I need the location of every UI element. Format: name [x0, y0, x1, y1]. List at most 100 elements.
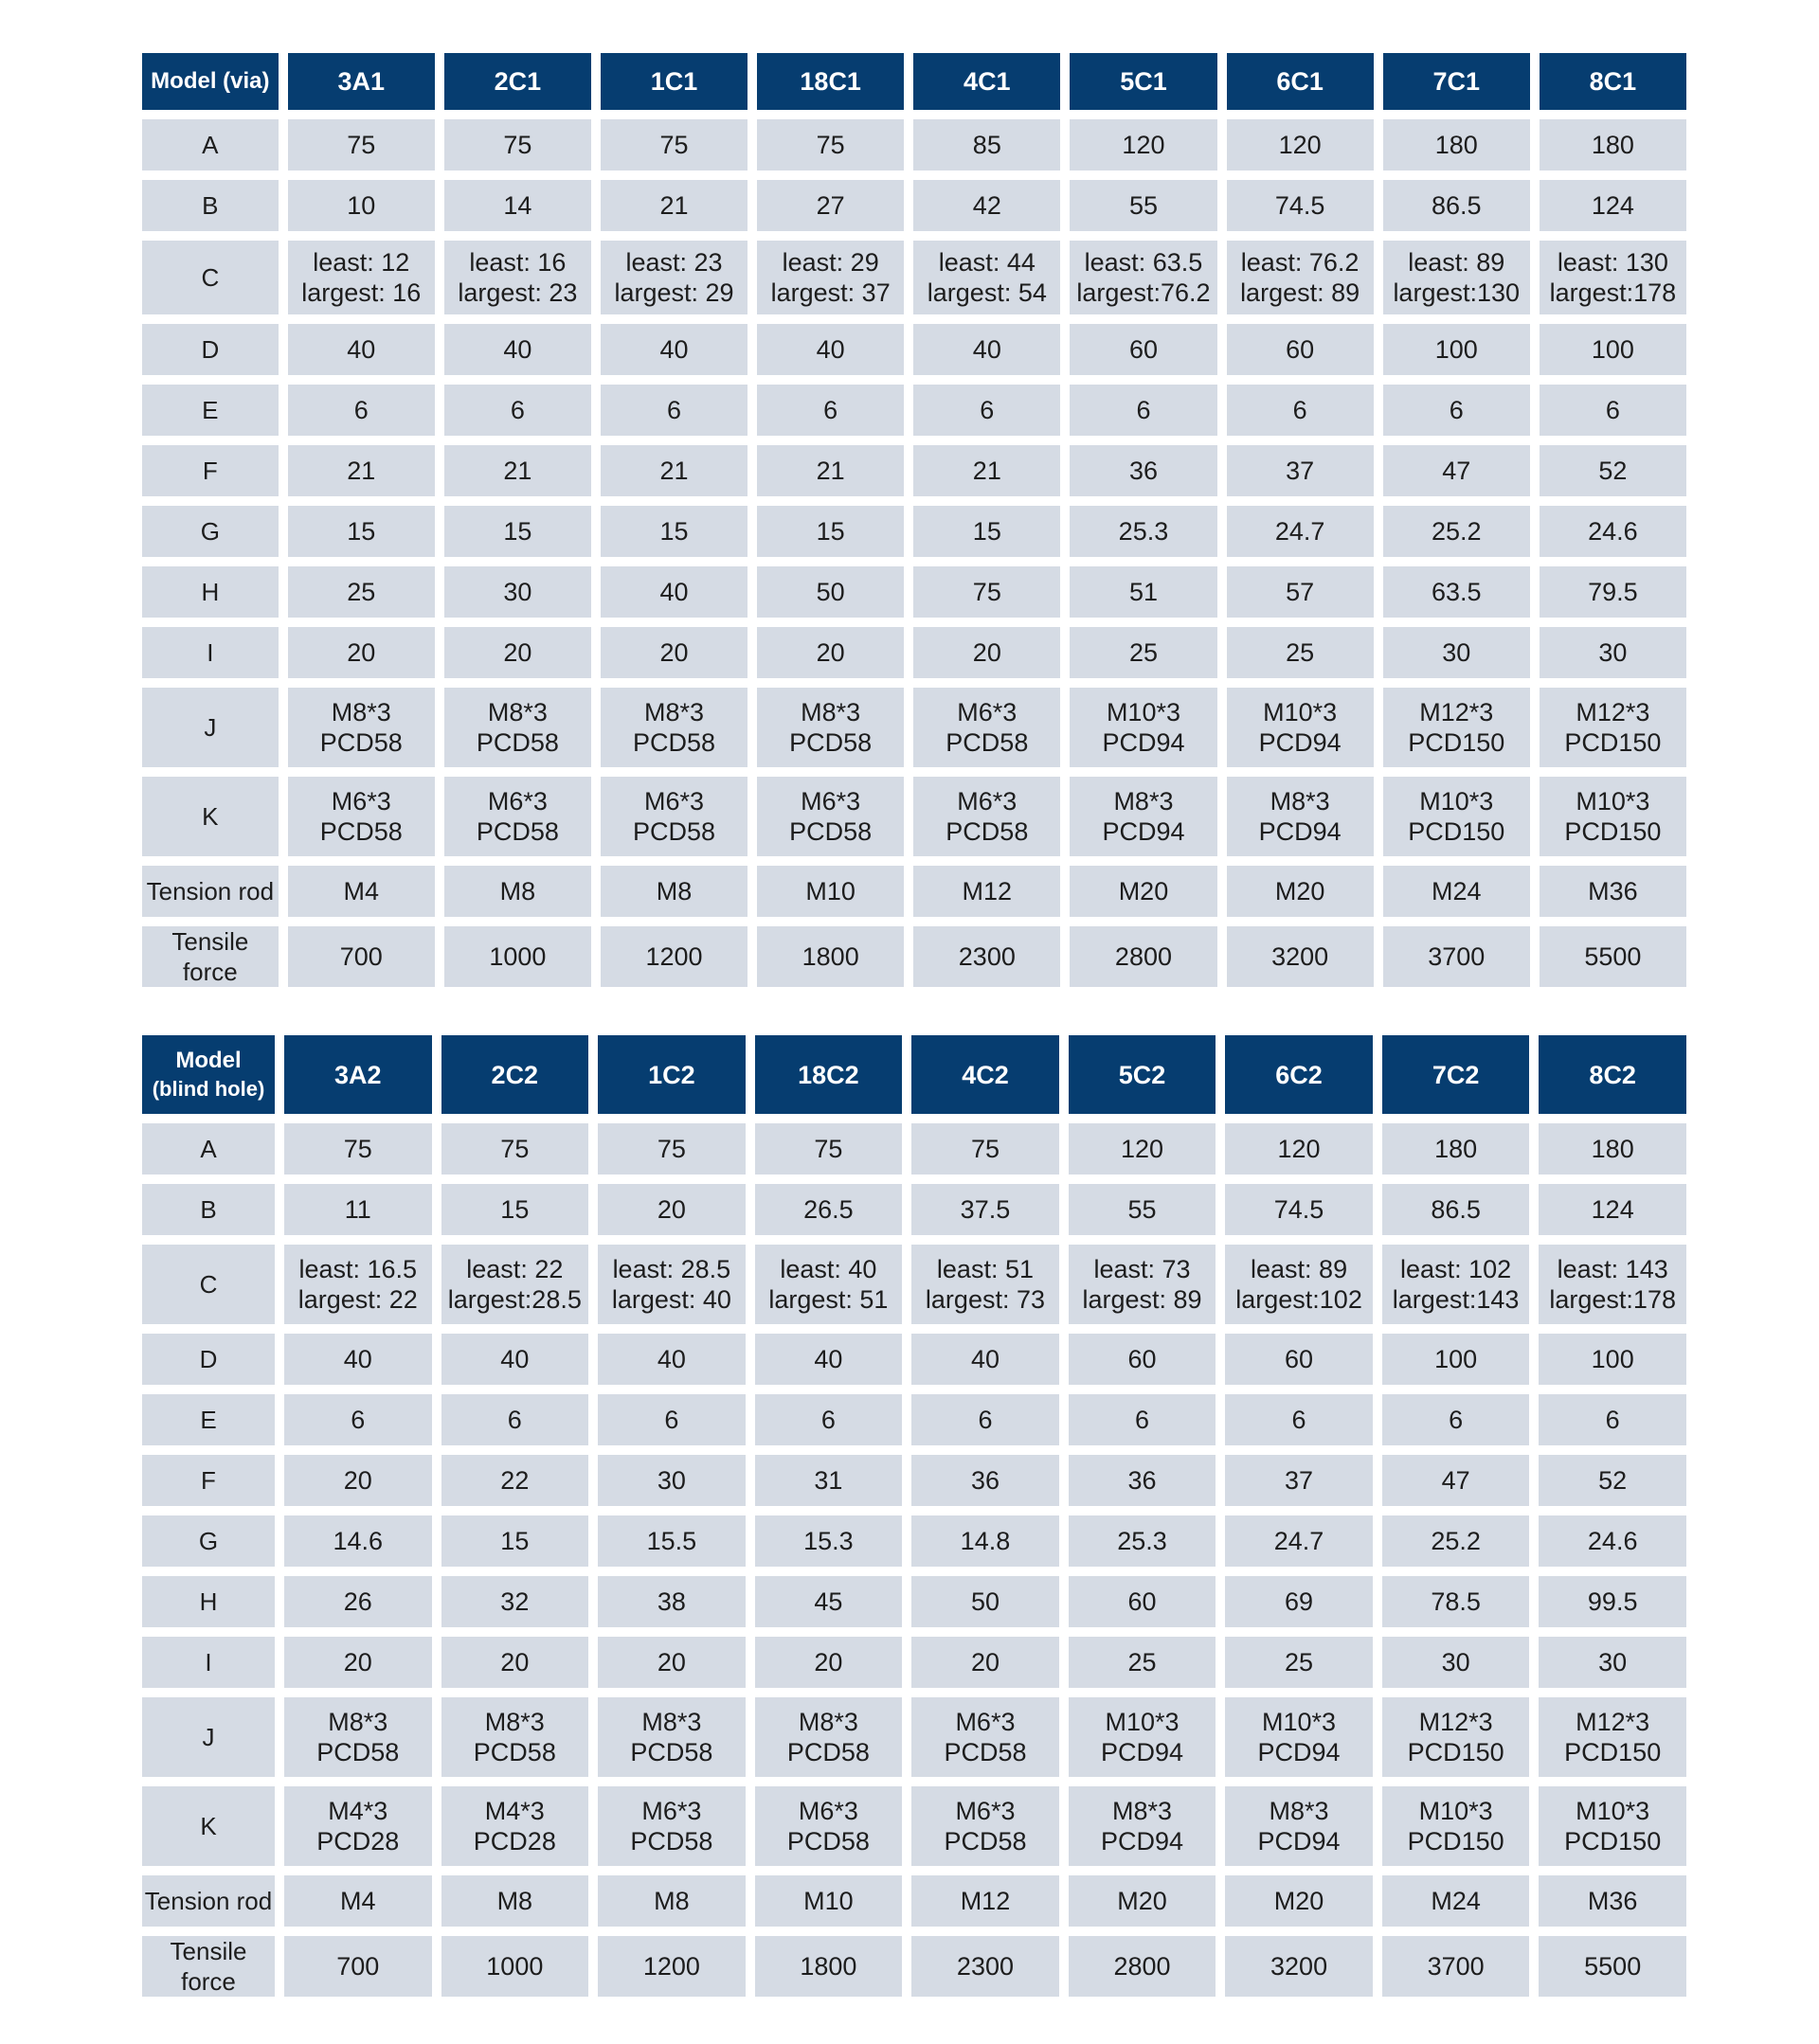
table-cell: 26.5	[754, 1184, 903, 1235]
table-cell: 40	[441, 1334, 589, 1385]
table-cell: 1000	[441, 1936, 589, 1997]
cell-line: PCD58	[630, 1827, 713, 1856]
table-cell: 30	[1382, 627, 1530, 678]
table-cell: M12	[911, 1875, 1059, 1927]
table-cell: M10	[754, 1875, 903, 1927]
table-cell: least: 29 largest: 37	[757, 241, 905, 314]
table-cell: 124	[1539, 1184, 1686, 1235]
table-cell: 24.7	[1226, 506, 1374, 557]
table-cell: 6	[1070, 385, 1217, 436]
cell-line: PCD58	[476, 728, 559, 757]
table-cell: 25.3	[1070, 506, 1217, 557]
cell-line: M6*3	[955, 1708, 1016, 1736]
table-cell: 1800	[754, 1936, 903, 1997]
table-cell: least: 28.5 largest: 40	[598, 1245, 746, 1324]
table-cell: 20	[441, 1637, 589, 1688]
model-column-header: 8C2	[1539, 1035, 1686, 1114]
table-cell: 26	[284, 1576, 432, 1627]
table-row: D 40 40 40 40 40 60 60 100 100	[142, 1334, 1686, 1385]
table-row: D 40 40 40 40 40 60 60 100 100	[142, 324, 1686, 375]
table-cell: M8*3 PCD58	[443, 688, 591, 767]
table-cell: 55	[1068, 1184, 1216, 1235]
table-row: A 75 75 75 75 75 120 120 180 180	[142, 1123, 1686, 1174]
model-column-header: 4C1	[913, 53, 1061, 110]
cell-line: PCD58	[319, 728, 403, 757]
table-cell: least: 73 largest: 89	[1068, 1245, 1216, 1324]
table-cell: 15	[287, 506, 435, 557]
cell-line: M8*3	[641, 1708, 702, 1736]
table-cell: least: 76.2 largest: 89	[1226, 241, 1374, 314]
cell-line: M6*3	[955, 1797, 1016, 1825]
table-cell: M12*3 PCD150	[1539, 688, 1686, 767]
table-cell: least: 143 largest:178	[1539, 1245, 1686, 1324]
table-cell: 20	[598, 1184, 746, 1235]
table-cell: 40	[754, 1334, 903, 1385]
table-cell: 6	[287, 385, 435, 436]
table-cell: 6	[1226, 385, 1374, 436]
table-cell: 5500	[1539, 1936, 1686, 1997]
table-cell: 1200	[598, 1936, 746, 1997]
table-cell: 57	[1226, 566, 1374, 618]
model-column-header: 4C2	[911, 1035, 1059, 1114]
cell-line: M8*3	[801, 698, 861, 726]
table-cell: 6	[913, 385, 1061, 436]
table-row: Tensile force 700 1000 1200 1800 2300 2800 3200…	[142, 926, 1686, 987]
table-cell: 6	[441, 1394, 589, 1445]
table-cell: 75	[287, 119, 435, 170]
table-cell: least: 130 largest:178	[1539, 241, 1686, 314]
table-cell: 40	[600, 324, 748, 375]
cell-line: M10*3	[1262, 1708, 1337, 1736]
table-cell: M6*3 PCD58	[754, 1786, 903, 1866]
model-column-header: 18C2	[754, 1035, 903, 1114]
cell-line: least: 76.2	[1240, 248, 1360, 277]
table-cell: 120	[1226, 119, 1374, 170]
table-cell: 180	[1382, 119, 1530, 170]
table-cell: 2800	[1070, 926, 1217, 987]
model-column-header: 8C1	[1539, 53, 1686, 110]
cell-line: M10*3	[1105, 1708, 1180, 1736]
table-cell: 6	[1381, 1394, 1530, 1445]
table-cell: 47	[1382, 445, 1530, 496]
model-header-label: Model (via)	[142, 53, 279, 110]
table-cell: 32	[441, 1576, 589, 1627]
model-column-header: 3A2	[284, 1035, 432, 1114]
table-cell: 25	[1226, 627, 1374, 678]
cell-line: M8*3	[1113, 787, 1174, 816]
table-cell: 100	[1381, 1334, 1530, 1385]
table-cell: 100	[1382, 324, 1530, 375]
cell-line: least: 102	[1400, 1255, 1512, 1283]
table-cell: M10*3 PCD150	[1539, 777, 1686, 856]
table-row: H 26 32 38 45 50 60 69 78.5 99.5	[142, 1576, 1686, 1627]
model-column-header: 2C1	[443, 53, 591, 110]
cell-line: M10*3	[1576, 787, 1650, 816]
table-cell: 6	[911, 1394, 1059, 1445]
cell-line: PCD58	[946, 728, 1029, 757]
row-label: H	[142, 566, 279, 618]
cell-line: PCD58	[789, 728, 873, 757]
table-cell: 50	[757, 566, 905, 618]
cell-line: largest: 51	[768, 1285, 889, 1314]
cell-line: PCD58	[476, 817, 559, 846]
table-cell: 120	[1225, 1123, 1373, 1174]
table-cell: M12*3 PCD150	[1539, 1697, 1686, 1777]
table-cell: 25	[1225, 1637, 1373, 1688]
cell-line: M6*3	[801, 787, 861, 816]
cell-line: M12*3	[1576, 1708, 1650, 1736]
table-cell: 40	[600, 566, 748, 618]
cell-line: PCD150	[1564, 1827, 1662, 1856]
table-cell: 3200	[1226, 926, 1374, 987]
model-column-header: 6C2	[1225, 1035, 1373, 1114]
cell-line: M4*3	[484, 1797, 545, 1825]
cell-line: least: 51	[936, 1255, 1034, 1283]
model-column-header: 7C1	[1382, 53, 1530, 110]
table-cell: 6	[284, 1394, 432, 1445]
table-cell: 5500	[1539, 926, 1686, 987]
table-cell: 1200	[600, 926, 748, 987]
table-cell: 37.5	[911, 1184, 1059, 1235]
table-row: F 20 22 30 31 36 36 37 47 52	[142, 1455, 1686, 1506]
table-header-row: Model (via) 3A1 2C1 1C1 18C1 4C1 5C1 6C1 7C1 8C1	[142, 53, 1686, 110]
table-cell: M10*3 PCD94	[1226, 688, 1374, 767]
table-cell: least: 23 largest: 29	[600, 241, 748, 314]
table-cell: 15.3	[754, 1515, 903, 1567]
table-cell: 45	[754, 1576, 903, 1627]
